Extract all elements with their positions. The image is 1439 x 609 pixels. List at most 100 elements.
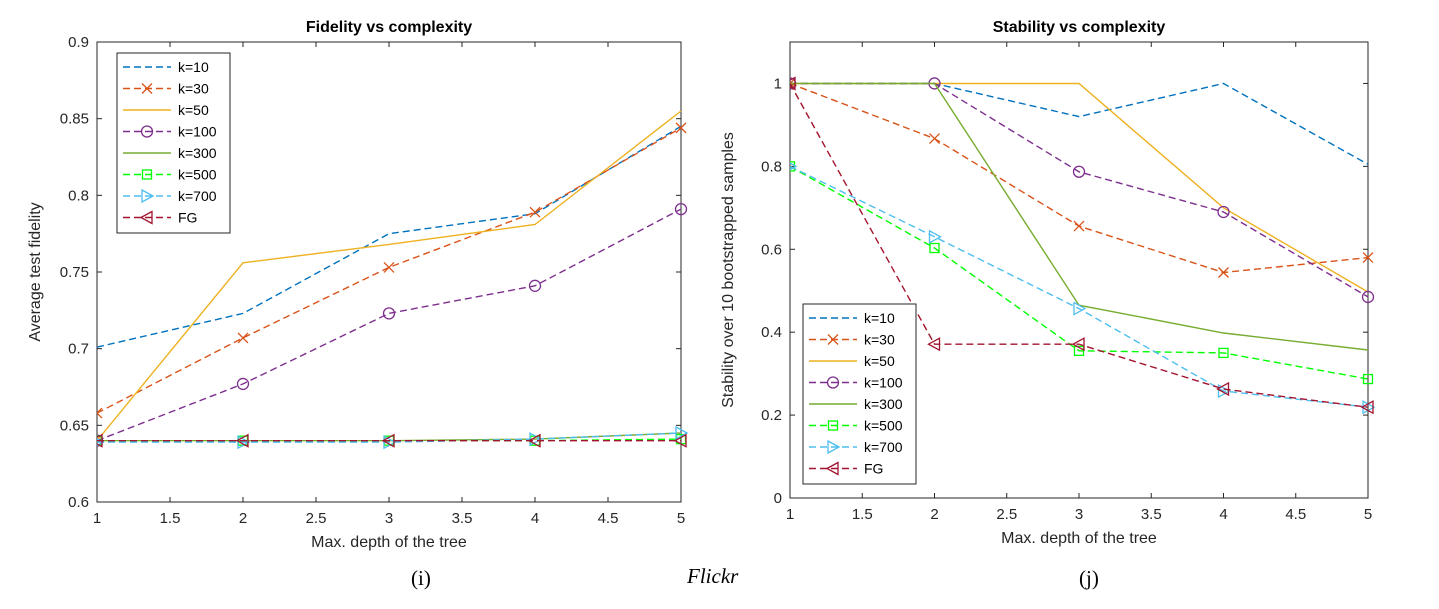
x-tick-label: 1.5 [160,510,181,527]
y-tick-label: 0.75 [60,264,89,281]
legend-label: k=100 [178,124,217,140]
data-point [1360,400,1374,415]
legend-label: k=50 [178,102,209,118]
x-axis-label: Max. depth of the tree [1001,530,1157,547]
legend-marker [827,334,839,345]
data-point [236,377,250,391]
data-point [1073,345,1085,356]
y-tick-label: 0.9 [68,34,89,51]
legend: k=10 k=30 k=50 k=100 k=300 k=500 k=700 FG [802,303,917,485]
legend-label: k=100 [864,375,903,391]
y-tick-label: 0.8 [761,158,782,175]
x-tick-label: 2.5 [996,506,1017,523]
series-k=30 [790,77,1374,278]
legend-box [116,52,231,234]
legend-marker [141,169,153,180]
data-point [1072,165,1086,178]
data-point [790,76,796,91]
x-tick-label: 3 [1075,506,1083,523]
x-tick-label: 4 [531,510,539,527]
legend-label: k=700 [864,439,903,455]
data-point [1217,205,1230,219]
data-point [237,435,251,450]
legend-label: k=50 [864,353,895,369]
legend-marker [827,439,841,455]
legend: k=10 k=30 k=50 k=100 k=300 k=500 k=700 FG [116,52,231,234]
caption-left: (i) [411,566,431,590]
caption-center: Flickr [687,564,739,588]
data-point [237,332,249,344]
x-tick-label: 2.5 [306,510,327,527]
legend-label: k=30 [864,332,895,348]
data-point [383,435,397,450]
data-point [527,433,541,448]
data-point [675,122,687,134]
legend-marker [141,83,153,94]
chart-2: 1 1.5 2 2.5 3 3.5 4 4.5 5 0 0.2 0.4 0.6 0.8 1 Stability… [720,19,1376,547]
chart-title: Fidelity vs complexity [306,19,472,36]
series-line [790,165,1369,380]
data-point [928,229,942,244]
data-point [381,433,395,448]
series-k=50 [97,110,682,442]
legend-label: k=700 [178,188,217,204]
y-tick-label: 0.85 [60,111,89,128]
series-FG [97,433,687,448]
series-line [790,82,1369,298]
data-point [929,133,940,145]
legend-label: k=300 [864,396,903,412]
data-point [383,261,395,273]
data-point [1362,373,1374,385]
x-tick-label: 3 [385,510,393,527]
series-line [790,83,1369,408]
data-point [97,433,103,448]
legend-marker [825,461,839,476]
series-line [97,110,682,442]
x-tick-label: 1 [93,510,101,527]
x-tick-label: 5 [1364,506,1372,523]
y-tick-label: 0.65 [60,417,89,434]
series-line [790,165,1369,408]
data-point [382,307,396,320]
data-point [1216,381,1230,397]
series-k=10 [97,125,682,348]
caption-right: (j) [1079,566,1099,590]
y-tick-label: 0.8 [68,187,89,204]
data-point [790,77,796,89]
x-tick-label: 4 [1219,506,1227,523]
legend-marker [139,210,153,225]
chart-title: Stability vs complexity [993,19,1166,36]
legend-label: k=500 [178,167,217,183]
y-axis-label: Stability over 10 bootstrapped samples [720,132,737,408]
series-k=30 [97,122,687,419]
x-tick-label: 1 [786,506,794,523]
data-point [528,279,542,292]
data-point [927,337,941,352]
legend-label: FG [864,461,883,477]
series-k=500 [790,161,1374,385]
x-tick-label: 2 [239,510,247,527]
series-line [97,432,682,443]
series-FG [790,76,1374,415]
data-point [97,407,103,419]
y-tick-label: 0.6 [761,241,782,258]
y-tick-label: 0.6 [68,494,89,511]
x-tick-label: 3.5 [1141,506,1162,523]
legend-box [802,303,917,485]
legend-label: FG [178,210,197,226]
data-point [675,425,689,441]
data-point [529,432,543,447]
y-tick-label: 0 [774,490,782,507]
y-tick-label: 1 [774,75,782,92]
legend-label: k=30 [178,81,209,97]
series-k=700 [97,425,689,450]
data-point [790,161,796,172]
x-tick-label: 2 [930,506,938,523]
data-point [790,162,798,171]
data-point [1218,267,1229,278]
x-tick-label: 4.5 [1285,506,1306,523]
x-tick-label: 5 [677,510,685,527]
data-point [97,438,105,447]
x-tick-label: 3.5 [452,510,473,527]
